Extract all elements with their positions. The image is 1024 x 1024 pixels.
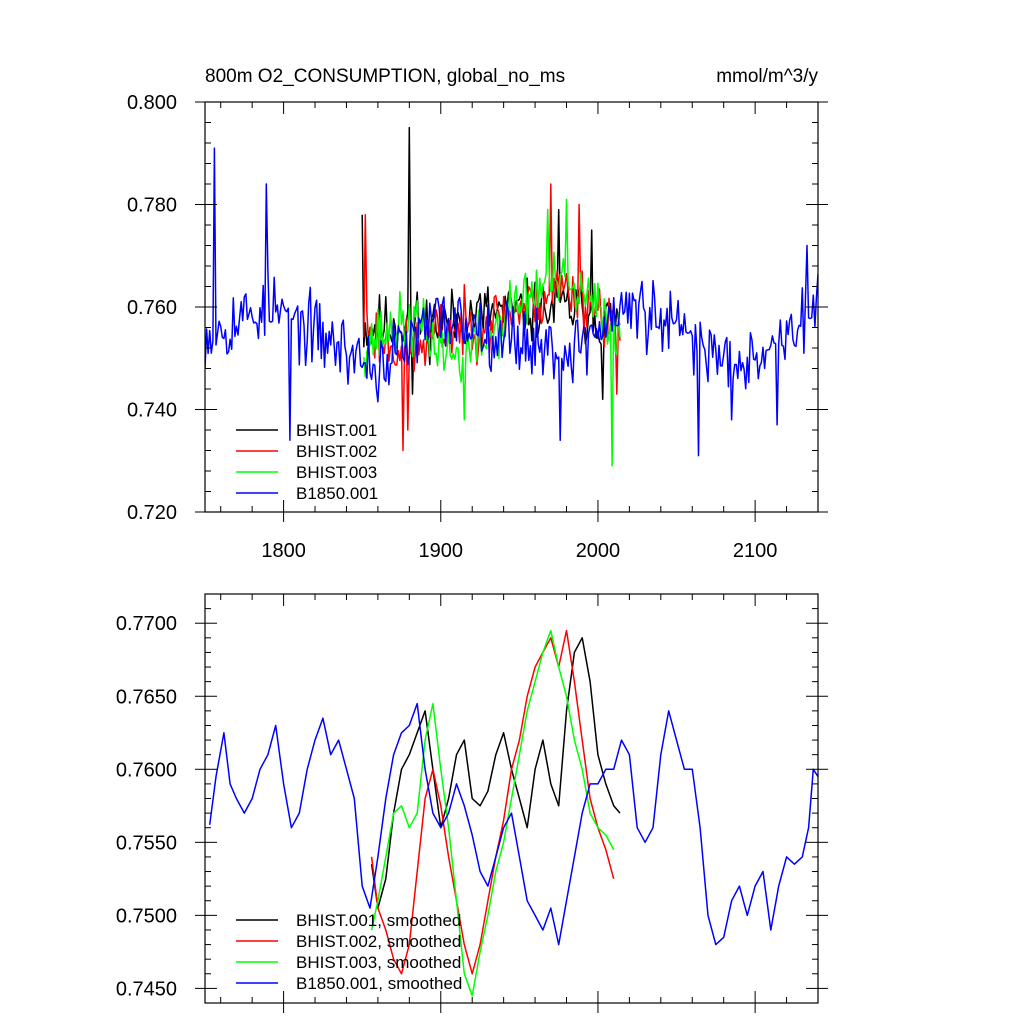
legend-label: BHIST.001, smoothed — [296, 911, 461, 930]
x-tick-label: 2100 — [733, 540, 778, 562]
series-line-4 — [208, 702, 818, 946]
legend: BHIST.001 BHIST.002 BHIST.003 B1850.001 — [236, 421, 378, 503]
series-line-3 — [370, 629, 615, 997]
series-line-2 — [370, 629, 615, 975]
y-tick-label: 0.780 — [127, 195, 177, 217]
top-plot-area: 1800 1900 2000 2100 0.720 0.740 0.760 0.780 0.80… — [127, 92, 828, 562]
legend-label: B1850.001 — [296, 484, 378, 503]
bottom-panel: 0.7450 0.7500 0.7550 0.7600 0.7650 0.7700 BHIS… — [116, 593, 828, 1013]
x-tick-label: 1800 — [261, 540, 306, 562]
y-tick-label: 0.800 — [127, 92, 177, 114]
y-tick-label: 0.7550 — [116, 832, 177, 854]
legend: BHIST.001, smoothed BHIST.002, smoothed BH… — [236, 911, 462, 993]
series-line-1 — [370, 637, 621, 909]
x-tick-label: 2000 — [576, 540, 621, 562]
series-group — [205, 126, 818, 467]
legend-label: B1850.001, smoothed — [296, 974, 462, 993]
legend-label: BHIST.003, smoothed — [296, 953, 461, 972]
legend-label: BHIST.003 — [296, 463, 377, 482]
y-tick-label: 0.7700 — [116, 613, 177, 635]
x-tick-label: 1900 — [419, 540, 464, 562]
top-panel: 800m O2_CONSUMPTION, global_no_ms mmol/m… — [127, 66, 828, 562]
chart-title: 800m O2_CONSUMPTION, global_no_ms — [205, 66, 565, 87]
y-tick-label: 0.720 — [127, 502, 177, 524]
y-tick-label: 0.760 — [127, 297, 177, 319]
y-tick-label: 0.740 — [127, 400, 177, 422]
bottom-plot-area: 0.7450 0.7500 0.7550 0.7600 0.7650 0.7700 BHIS… — [116, 593, 828, 1013]
series-line-4 — [205, 147, 818, 457]
y-tick-label: 0.7500 — [116, 905, 177, 927]
legend-label: BHIST.001 — [296, 421, 377, 440]
y-tick-label: 0.7650 — [116, 686, 177, 708]
chart-units: mmol/m^3/y — [716, 66, 818, 87]
legend-label: BHIST.002 — [296, 442, 377, 461]
legend-label: BHIST.002, smoothed — [296, 932, 461, 951]
y-tick-label: 0.7600 — [116, 759, 177, 781]
y-tick-label: 0.7450 — [116, 978, 177, 1000]
series-group — [208, 629, 818, 997]
